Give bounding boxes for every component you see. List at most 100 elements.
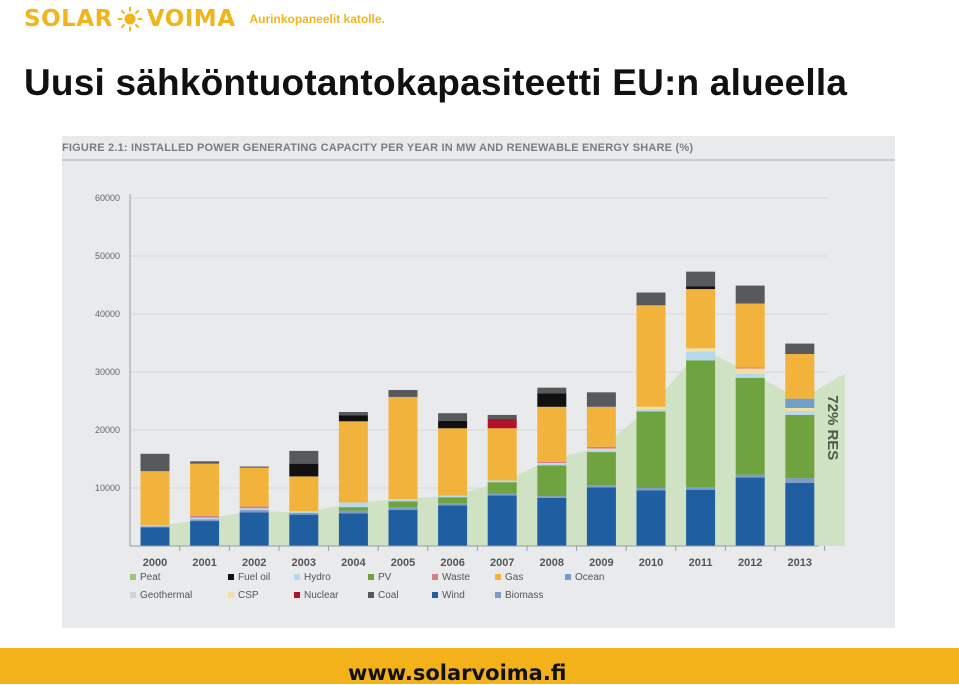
- footer-bar: www.solarvoima.fi: [0, 648, 959, 685]
- bar-segment: [487, 414, 517, 419]
- bar-segment: [487, 495, 517, 546]
- bar-segment: [537, 463, 567, 466]
- bar-segment: [239, 467, 269, 507]
- bar-segment: [735, 474, 765, 478]
- bar-segment: [289, 514, 319, 546]
- bar-segment: [686, 286, 716, 290]
- bar-segment: [586, 446, 616, 449]
- legend-swatch: [432, 574, 438, 580]
- bar-segment: [140, 471, 170, 526]
- y-tick-label: 60000: [95, 193, 120, 203]
- bar-segment: [586, 448, 616, 450]
- legend-swatch: [228, 592, 234, 598]
- bar-segment: [239, 466, 269, 468]
- bar-segment: [686, 271, 716, 287]
- bar-segment: [239, 510, 269, 513]
- page-title: Uusi sähköntuotantokapasiteetti EU:n alu…: [24, 62, 848, 103]
- bar-segment: [686, 348, 716, 352]
- x-tick-label: 2001: [192, 557, 216, 569]
- bar-segment: [586, 392, 616, 407]
- bar-segment: [338, 412, 368, 416]
- legend-label: CSP: [238, 590, 259, 601]
- x-tick-label: 2011: [689, 557, 713, 569]
- bar-segment: [636, 292, 666, 306]
- bar-segment: [636, 411, 666, 488]
- bar-segment: [785, 354, 815, 399]
- bar-segment: [388, 389, 418, 397]
- footer-url[interactable]: www.solarvoima.fi: [348, 661, 567, 685]
- bar-segment: [785, 343, 815, 355]
- bar-segment: [289, 463, 319, 477]
- bar-segment: [140, 526, 170, 528]
- chart-figure: FIGURE 2.1: INSTALLED POWER GENERATING C…: [62, 136, 895, 628]
- bar-segment: [537, 465, 567, 497]
- legend-label: Waste: [442, 572, 470, 583]
- legend-label: Geothermal: [140, 590, 192, 601]
- bar-segment: [388, 396, 418, 500]
- bar-segment: [289, 512, 319, 515]
- logo-word-right: VOIMA: [146, 6, 236, 32]
- legend-label: Coal: [378, 590, 399, 601]
- bar-segment: [438, 505, 468, 546]
- bar-segment: [438, 420, 468, 429]
- legend-label: Wind: [442, 590, 465, 601]
- bar-segment: [438, 413, 468, 421]
- bar-segment: [636, 409, 666, 412]
- bar-segment: [735, 285, 765, 304]
- res-share-label: 72% RES: [824, 395, 841, 460]
- bar-segment: [636, 490, 666, 546]
- bar-segment: [388, 507, 418, 511]
- legend-swatch: [228, 574, 234, 580]
- bar-segment: [388, 510, 418, 546]
- bar-segment: [785, 410, 815, 415]
- bar-segment: [586, 449, 616, 453]
- res-share-area: [140, 348, 845, 546]
- bar-segment: [735, 477, 765, 546]
- bar-segment: [338, 502, 368, 508]
- bar-segment: [586, 485, 616, 488]
- bar-segment: [686, 487, 716, 490]
- legend-swatch: [432, 592, 438, 598]
- y-tick-label: 50000: [95, 251, 120, 261]
- x-tick-label: 2003: [292, 557, 316, 569]
- x-tick-label: 2009: [589, 557, 613, 569]
- legend-swatch: [130, 574, 136, 580]
- bar-segment: [388, 501, 418, 508]
- legend-swatch: [368, 574, 374, 580]
- bar-segment: [289, 450, 319, 464]
- bar-segment: [190, 515, 220, 518]
- bar-segment: [735, 367, 765, 369]
- bar-segment: [636, 488, 666, 491]
- legend-label: PV: [378, 572, 392, 583]
- x-tick-label: 2000: [143, 557, 167, 569]
- bar-segment: [338, 421, 368, 503]
- bar-segment: [190, 521, 220, 546]
- x-tick-label: 2012: [738, 557, 762, 569]
- logo-word-left: SOLAR: [24, 6, 113, 32]
- legend-swatch: [294, 574, 300, 580]
- bar-segment: [338, 415, 368, 422]
- bar-segment: [487, 493, 517, 496]
- y-tick-label: 20000: [95, 425, 120, 435]
- bar-segment: [487, 480, 517, 483]
- bar-segment: [686, 289, 716, 349]
- legend-swatch: [294, 592, 300, 598]
- bar-segment: [338, 510, 368, 514]
- bar-segment: [537, 497, 567, 546]
- bar-segment: [735, 377, 765, 475]
- bar-segment: [438, 428, 468, 496]
- bar-segment: [239, 512, 269, 546]
- x-tick-label: 2013: [788, 557, 812, 569]
- legend-swatch: [495, 574, 501, 580]
- legend-label: Hydro: [304, 572, 331, 583]
- bar-segment: [686, 360, 716, 488]
- x-tick-label: 2004: [341, 557, 366, 569]
- bar-segment: [140, 453, 170, 472]
- bar-segment: [190, 461, 220, 464]
- legend-label: Fuel oil: [238, 572, 270, 583]
- bar-segment: [190, 463, 220, 516]
- x-tick-label: 2002: [242, 557, 266, 569]
- bar-segment: [586, 487, 616, 546]
- bar-segment: [438, 497, 468, 504]
- bar-segment: [289, 511, 319, 513]
